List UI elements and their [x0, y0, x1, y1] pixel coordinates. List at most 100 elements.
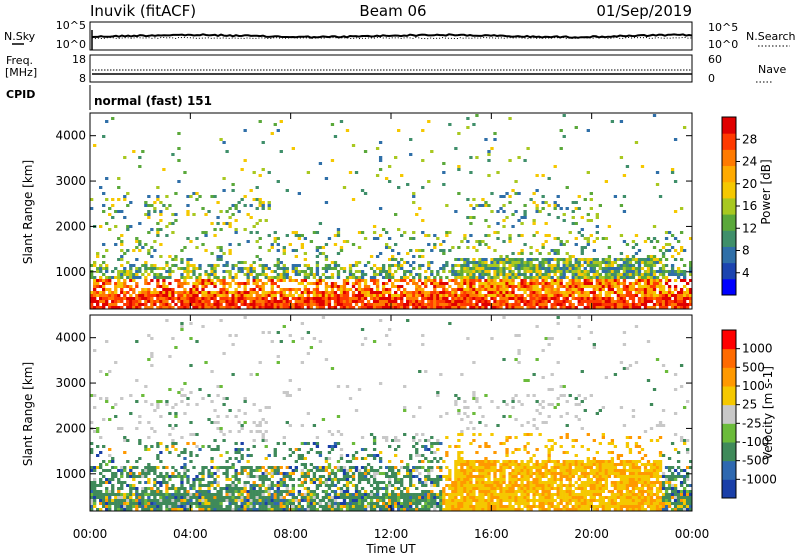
data-cell: [105, 279, 109, 282]
data-cell: [198, 303, 202, 306]
data-cell: [508, 159, 512, 162]
data-cell: [258, 475, 262, 478]
data-cell: [508, 282, 512, 285]
data-cell: [135, 499, 139, 502]
data-cell: [478, 279, 482, 282]
data-cell: [246, 475, 250, 478]
data-cell: [294, 297, 298, 300]
data-cell: [496, 270, 500, 273]
data-cell: [291, 502, 295, 505]
data-cell: [108, 502, 112, 505]
data-cell: [547, 270, 551, 273]
data-cell: [493, 282, 497, 285]
data-cell: [171, 496, 175, 499]
data-cell: [375, 282, 380, 285]
data-cell: [294, 460, 298, 463]
data-cell: [535, 294, 539, 297]
data-cell: [360, 496, 365, 499]
data-cell: [556, 195, 560, 198]
data-cell: [424, 505, 428, 508]
data-cell: [439, 297, 443, 300]
data-cell: [105, 397, 109, 400]
data-cell: [327, 496, 332, 499]
data-cell: [249, 303, 253, 306]
data-cell: [667, 249, 672, 252]
data-cell: [237, 493, 241, 496]
data-cell: [517, 234, 521, 237]
data-cell: [345, 240, 350, 243]
data-cell: [445, 204, 449, 207]
data-cell: [547, 258, 551, 261]
data-cell: [99, 496, 103, 499]
data-cell: [466, 487, 470, 490]
data-cell: [108, 418, 112, 421]
data-cell: [174, 403, 178, 406]
data-cell: [400, 300, 404, 303]
data-cell: [171, 258, 175, 261]
data-cell: [132, 472, 136, 475]
data-cell: [354, 297, 359, 300]
data-cell: [523, 210, 527, 213]
data-cell: [550, 285, 554, 288]
data-cell: [442, 475, 446, 478]
data-cell: [336, 466, 341, 469]
data-cell: [147, 267, 151, 270]
data-cell: [463, 267, 467, 270]
data-cell: [297, 237, 301, 240]
data-cell: [195, 433, 199, 436]
data-cell: [622, 267, 627, 270]
data-cell: [180, 303, 184, 306]
data-cell: [207, 264, 211, 267]
data-cell: [195, 246, 199, 249]
data-cell: [273, 451, 277, 454]
data-cell: [318, 303, 323, 306]
data-cell: [421, 306, 425, 309]
data-cell: [234, 475, 238, 478]
data-cell: [213, 270, 217, 273]
data-cell: [649, 279, 654, 282]
data-cell: [246, 508, 250, 511]
data-cell: [183, 502, 187, 505]
data-cell: [538, 261, 542, 264]
data-cell: [165, 475, 169, 478]
data-cell: [171, 153, 175, 156]
data-cell: [664, 291, 669, 294]
data-cell: [577, 282, 581, 285]
data-cell: [493, 270, 497, 273]
data-cell: [514, 285, 518, 288]
data-cell: [213, 294, 217, 297]
data-cell: [195, 267, 199, 270]
data-cell: [532, 291, 536, 294]
data-cell: [210, 457, 214, 460]
data-cell: [625, 270, 630, 273]
data-cell: [523, 288, 527, 291]
data-cell: [457, 463, 461, 466]
data-cell: [312, 499, 317, 502]
data-cell: [219, 294, 223, 297]
data-cell: [360, 487, 365, 490]
data-cell: [201, 294, 205, 297]
data-cell: [508, 291, 512, 294]
data-cell: [300, 457, 305, 460]
data-cell: [415, 442, 419, 445]
data-cell: [267, 276, 271, 279]
data-cell: [126, 484, 130, 487]
data-cell: [225, 469, 229, 472]
data-cell: [120, 285, 124, 288]
data-cell: [186, 403, 190, 406]
data-cell: [138, 276, 142, 279]
data-cell: [372, 508, 377, 511]
data-cell: [415, 306, 419, 309]
data-cell: [312, 490, 317, 493]
data-cell: [571, 276, 575, 279]
data-cell: [418, 300, 422, 303]
data-cell: [135, 273, 139, 276]
data-cell: [249, 297, 253, 300]
data-cell: [421, 297, 425, 300]
data-cell: [237, 201, 241, 204]
data-cell: [463, 469, 467, 472]
data-cell: [640, 285, 645, 288]
data-cell: [457, 303, 461, 306]
data-cell: [363, 469, 368, 472]
data-cell: [120, 249, 124, 252]
